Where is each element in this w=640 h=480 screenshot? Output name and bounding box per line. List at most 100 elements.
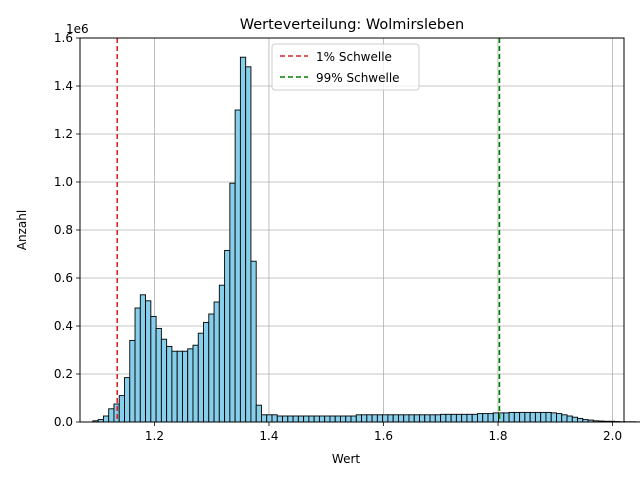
histogram-bar xyxy=(297,415,305,423)
histogram-bar xyxy=(355,414,363,423)
histogram-bar xyxy=(371,414,378,423)
histogram-bar xyxy=(413,414,420,423)
histogram-bar xyxy=(218,284,226,423)
threshold-lines xyxy=(116,38,501,422)
histogram-bar xyxy=(519,411,526,423)
histogram-bar xyxy=(287,415,294,423)
histogram-bar xyxy=(545,411,552,423)
histogram-bar xyxy=(276,415,283,423)
histogram-bar xyxy=(324,415,331,423)
legend-frame xyxy=(271,43,420,91)
histogram-bar xyxy=(440,413,447,423)
histogram-bar xyxy=(471,413,478,423)
y-tick-label: 1.0 xyxy=(54,175,73,189)
histogram-bar xyxy=(318,415,326,423)
histogram-bar xyxy=(181,350,189,423)
histogram-bar xyxy=(387,414,394,423)
histogram-bar xyxy=(577,417,584,423)
histogram-bar xyxy=(340,415,347,423)
histogram-bar xyxy=(561,414,568,423)
histogram-bar xyxy=(171,350,178,423)
x-axis-ticks: 1.2 1.4 1.6 1.8 2.0 xyxy=(145,422,622,443)
histogram-bar xyxy=(466,413,473,423)
legend-label-99pct: 99% Schwelle xyxy=(316,71,400,85)
x-tick-label: 1.6 xyxy=(374,429,393,443)
histogram-bar xyxy=(203,321,210,423)
y-tick-label: 0.8 xyxy=(54,223,73,237)
histogram-bar xyxy=(524,411,531,423)
legend: 1% Schwelle 99% Schwelle xyxy=(271,43,420,91)
histogram-bar xyxy=(345,415,352,423)
histogram-bar xyxy=(376,414,384,423)
histogram-bar xyxy=(403,414,410,423)
y-tick-label: 0.4 xyxy=(54,319,73,333)
histogram-bar xyxy=(261,414,268,423)
y-tick-label: 1.2 xyxy=(54,127,73,141)
y-tick-label: 0.0 xyxy=(54,415,73,429)
histogram-bar xyxy=(450,413,457,423)
legend-label-1pct: 1% Schwelle xyxy=(316,50,392,64)
histogram-bar xyxy=(208,313,215,423)
histogram-bar xyxy=(166,345,173,423)
histogram-bar xyxy=(266,414,273,423)
histogram-bar xyxy=(329,415,336,423)
histogram-bar xyxy=(382,414,389,423)
histogram-bar xyxy=(429,414,436,423)
histogram-bar xyxy=(224,249,231,423)
y-axis-label: Anzahl xyxy=(15,210,29,250)
histogram-bar xyxy=(434,414,442,423)
histogram-bar xyxy=(102,415,110,423)
histogram-bar xyxy=(408,414,415,423)
histogram-bar xyxy=(187,348,194,423)
y-tick-label: 1.6 xyxy=(54,31,73,45)
histogram-bar xyxy=(482,413,489,423)
histogram-bar xyxy=(118,395,125,423)
y-tick-label: 0.6 xyxy=(54,271,73,285)
histogram-bar xyxy=(134,307,141,423)
histogram-bar xyxy=(392,414,399,423)
histogram-bar xyxy=(513,411,521,423)
histogram-bar xyxy=(129,339,136,423)
histogram-bar xyxy=(503,412,510,423)
histogram-bar xyxy=(239,56,247,423)
histogram-bar xyxy=(108,408,115,423)
histogram-bar xyxy=(213,301,220,423)
y-tick-label: 0.2 xyxy=(54,367,73,381)
histogram-bar xyxy=(271,414,278,423)
histogram-bar xyxy=(139,294,147,423)
x-axis-label: Wert xyxy=(332,452,360,466)
histogram-bar xyxy=(313,415,320,423)
histogram-bar xyxy=(492,412,499,423)
y-tick-label: 1.4 xyxy=(54,79,73,93)
histogram-bar xyxy=(192,344,199,423)
histogram-bar xyxy=(308,415,315,423)
histogram-bar xyxy=(455,413,463,423)
histogram-bar xyxy=(556,413,563,423)
histogram-bar xyxy=(571,416,579,423)
histogram-bar xyxy=(534,411,542,423)
histogram-bar xyxy=(150,315,157,423)
histogram-bar xyxy=(145,300,152,423)
histogram-bar xyxy=(124,377,131,423)
histogram-bar xyxy=(424,414,431,423)
histogram-bar xyxy=(487,413,494,423)
histogram-bar xyxy=(245,66,252,423)
histogram-bar xyxy=(282,415,289,423)
histogram-bar xyxy=(461,413,468,423)
histogram-bar xyxy=(229,182,236,423)
histogram-bar xyxy=(508,411,515,423)
histogram-bar xyxy=(334,415,341,423)
histogram-bar xyxy=(419,414,426,423)
histogram-bar xyxy=(529,411,536,423)
histogram-bar xyxy=(197,332,204,423)
histogram-bar xyxy=(250,260,257,423)
histogram-bar xyxy=(303,415,310,423)
histogram-bar xyxy=(477,413,484,423)
histogram-bar xyxy=(550,412,557,423)
x-tick-label: 1.4 xyxy=(259,429,278,443)
histogram-bar xyxy=(566,415,573,423)
histogram-bar xyxy=(366,414,373,423)
histogram-bar xyxy=(292,415,299,423)
x-tick-label: 1.8 xyxy=(488,429,507,443)
